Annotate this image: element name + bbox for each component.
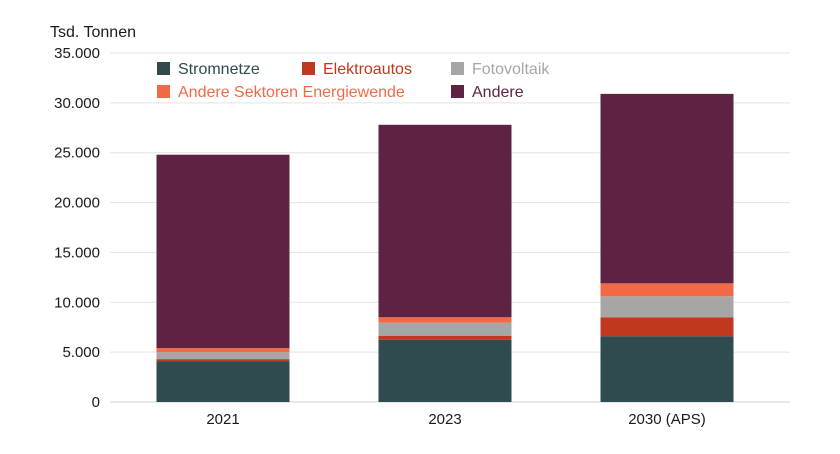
- legend-item: Stromnetze: [157, 61, 260, 78]
- bar-segment-elektroautos: [156, 359, 290, 362]
- legend-label: Andere Sektoren Energiewende: [178, 84, 405, 101]
- bar-segment-andere: [378, 124, 512, 318]
- legend-swatch: [451, 85, 464, 98]
- legend-swatch: [157, 62, 170, 75]
- x-tick-label: 2021: [206, 411, 239, 428]
- bar-segment-andere-sektoren-energiewende: [156, 348, 290, 353]
- x-axis-ticks: 2021 2023 2030 (APS): [206, 411, 705, 428]
- y-tick-label: 35.000: [54, 45, 100, 62]
- legend-label: Fotovoltaik: [472, 61, 550, 78]
- bar-segment-stromnetze: [156, 361, 290, 402]
- legend-swatch: [451, 62, 464, 75]
- x-tick-label: 2030 (APS): [628, 411, 706, 428]
- bar-segment-andere-sektoren-energiewende: [600, 283, 734, 297]
- bar-segment-fotovoltaik: [600, 296, 734, 318]
- y-tick-label: 5.000: [62, 344, 100, 361]
- y-tick-label: 0: [92, 394, 100, 411]
- y-axis-ticks: 0 5.000 10.000 15.000 20.000 25.000 30.000 35.0…: [54, 45, 100, 411]
- y-tick-label: 30.000: [54, 95, 100, 112]
- legend-item: Fotovoltaik: [451, 61, 550, 78]
- legend-item: Andere: [451, 84, 524, 101]
- bar-segment-stromnetze: [378, 339, 512, 402]
- legend-label: Stromnetze: [178, 61, 260, 78]
- legend-item: Elektroautos: [302, 61, 412, 78]
- bar-segment-andere: [156, 154, 290, 349]
- bar-segment-elektroautos: [600, 317, 734, 337]
- legend-swatch: [302, 62, 315, 75]
- bar-segment-fotovoltaik: [156, 352, 290, 360]
- legend-label: Elektroautos: [323, 61, 412, 78]
- bar-segment-andere: [600, 93, 734, 284]
- bars: [156, 93, 734, 402]
- y-tick-label: 20.000: [54, 195, 100, 212]
- legend-label: Andere: [472, 84, 524, 101]
- legend: Stromnetze Elektroautos Fotovoltaik Andere …: [157, 61, 550, 101]
- y-axis-label: Tsd. Tonnen: [50, 24, 136, 41]
- x-tick-label: 2023: [428, 411, 461, 428]
- y-tick-label: 10.000: [54, 294, 100, 311]
- y-tick-label: 15.000: [54, 244, 100, 261]
- legend-item: Andere Sektoren Energiewende: [157, 84, 405, 101]
- bar-segment-andere-sektoren-energiewende: [378, 317, 512, 323]
- bar-segment-stromnetze: [600, 336, 734, 402]
- legend-swatch: [157, 85, 170, 98]
- bar-segment-elektroautos: [378, 335, 512, 340]
- y-tick-label: 25.000: [54, 145, 100, 162]
- bar-segment-fotovoltaik: [378, 322, 512, 336]
